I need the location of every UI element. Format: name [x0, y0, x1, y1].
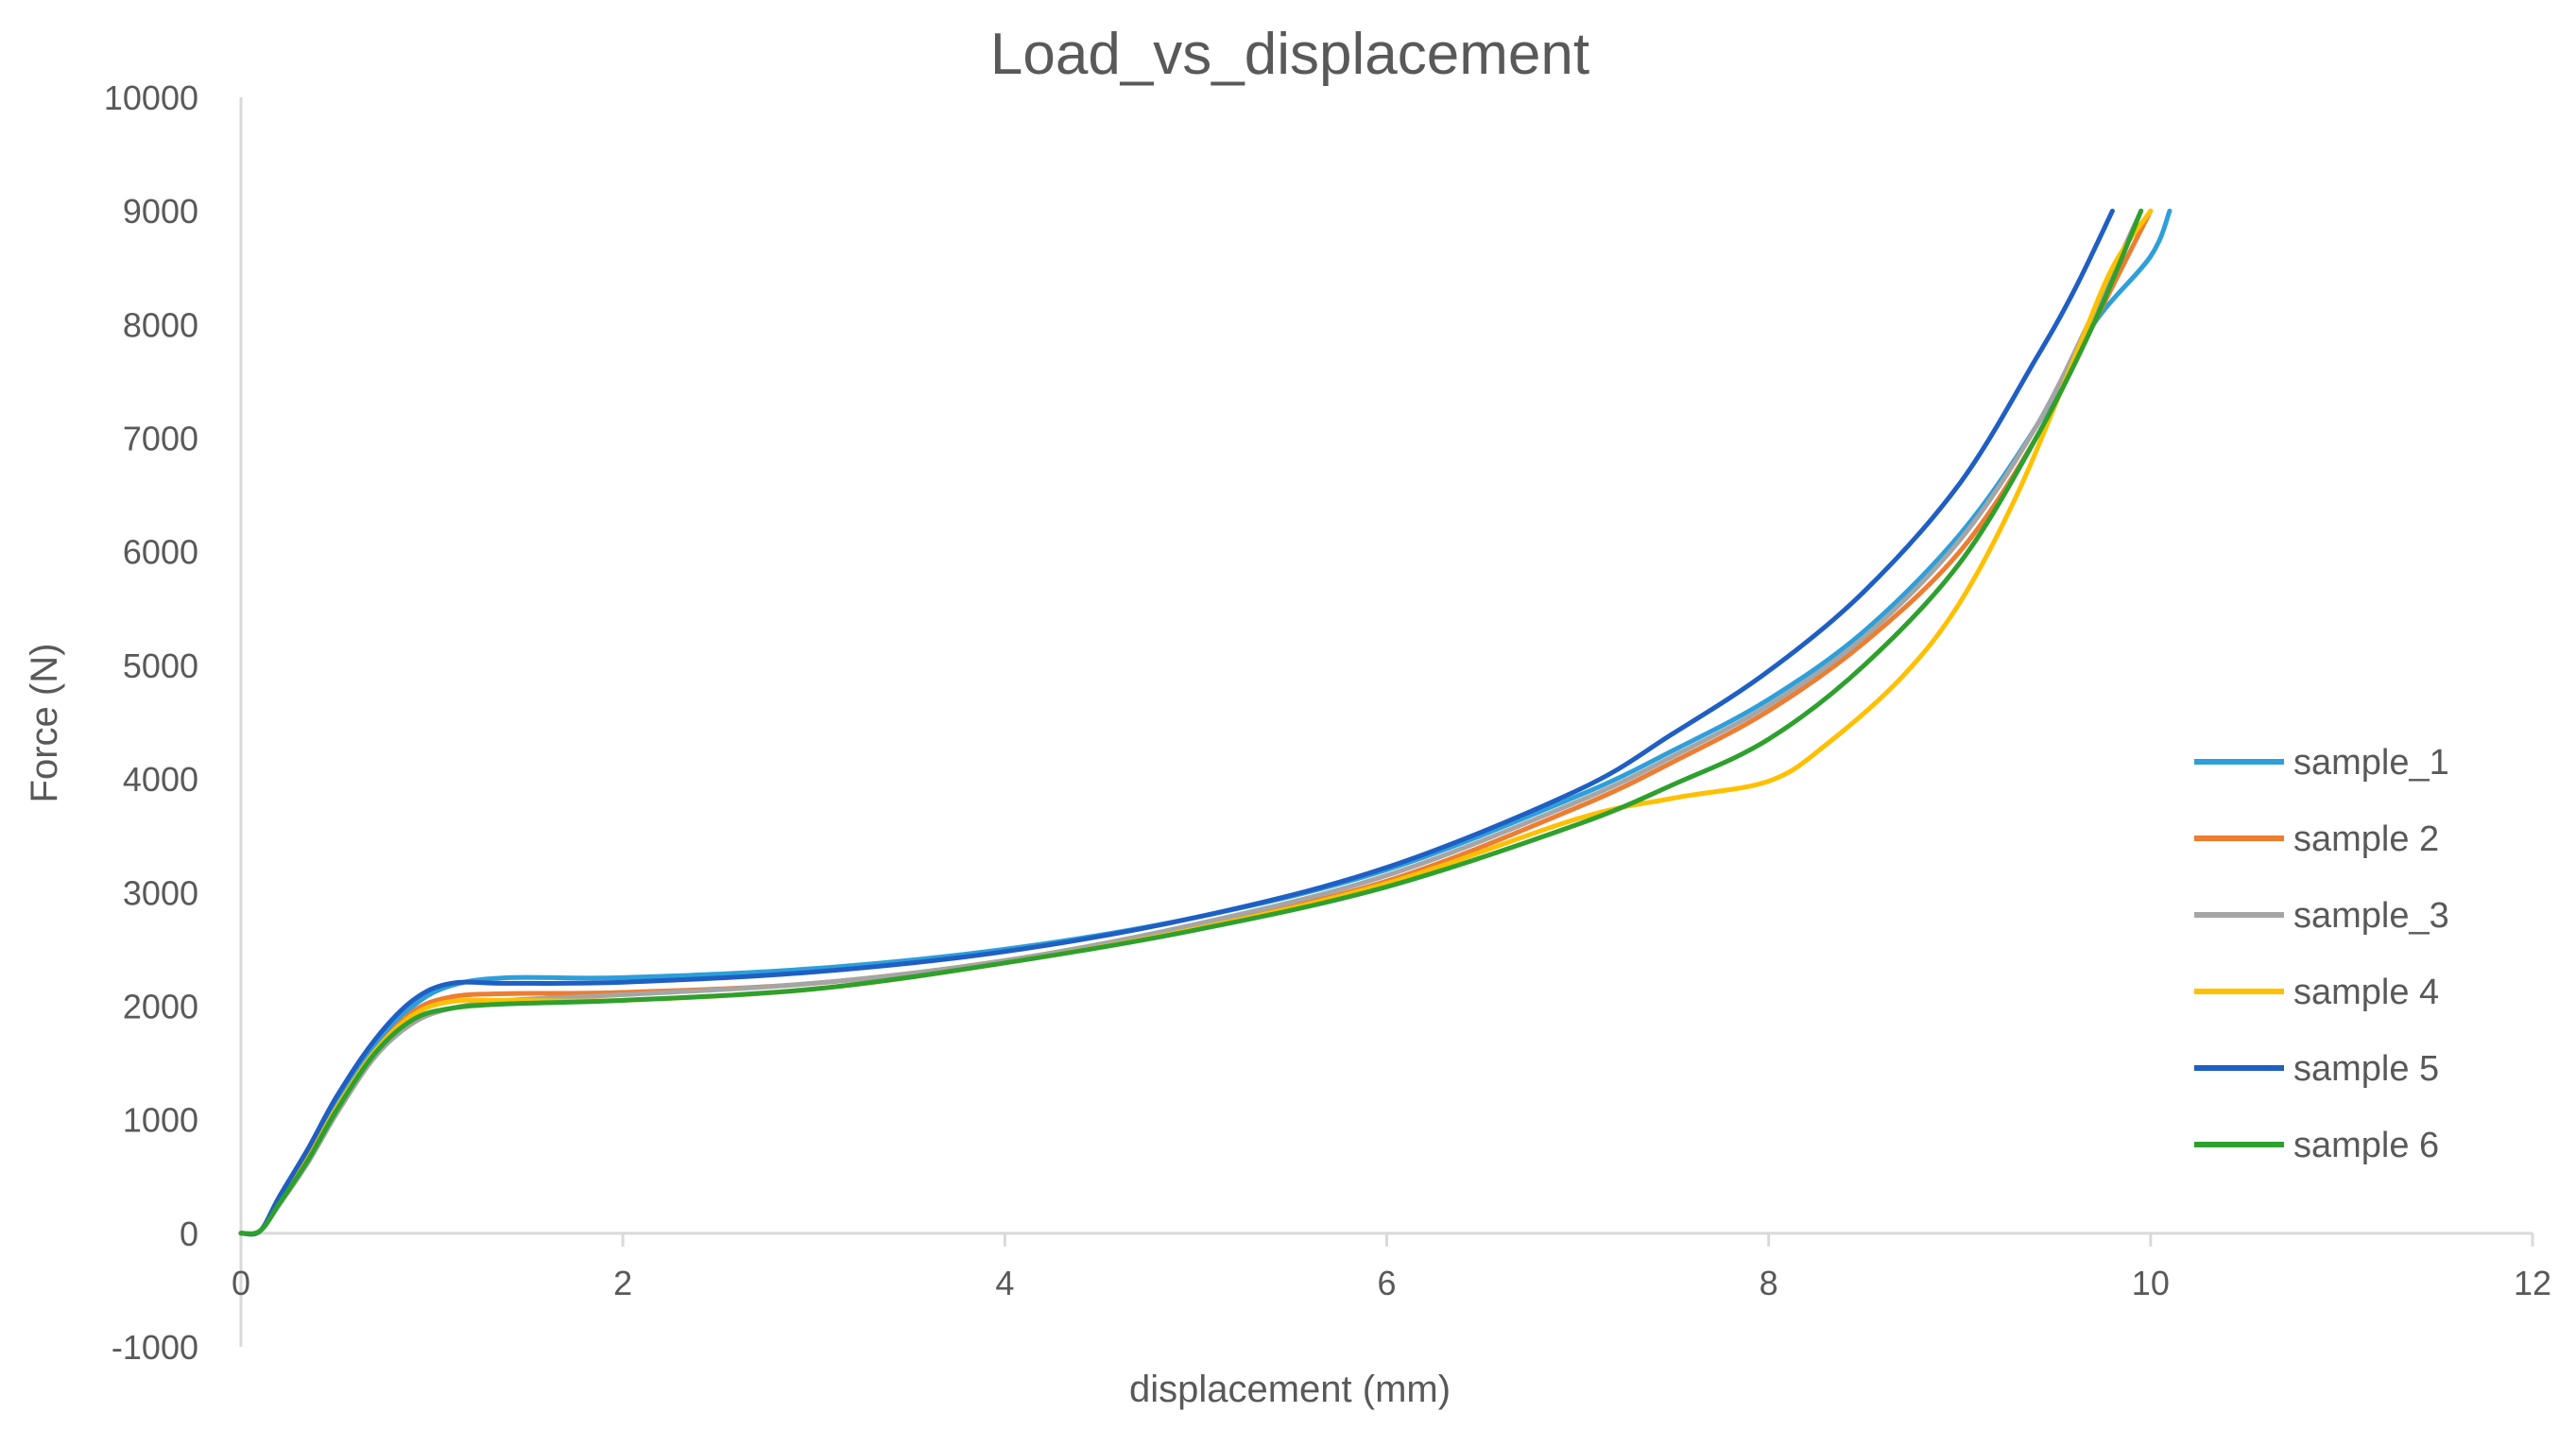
- y-tick-label: 1000: [123, 1101, 198, 1140]
- legend-label-sample-2: sample 2: [2293, 819, 2439, 859]
- y-tick-label: 8000: [123, 305, 198, 344]
- y-tick-label: 9000: [123, 192, 198, 231]
- x-tick-label: 6: [1377, 1264, 1396, 1302]
- legend-label-sample-3: sample_3: [2293, 896, 2449, 936]
- y-axis-title: Force (N): [24, 644, 65, 803]
- chart-title: Load_vs_displacement: [990, 22, 1589, 87]
- series-line-sample-4: [238, 208, 2154, 1236]
- series-line-sample-1: [238, 208, 2172, 1237]
- y-tick-label: 7000: [123, 420, 198, 458]
- legend-label-sample-6: sample 6: [2293, 1126, 2439, 1165]
- x-tick-label: 2: [613, 1264, 632, 1302]
- series-line-sample-5: [238, 208, 2115, 1237]
- legend-label-sample-5: sample 5: [2293, 1049, 2439, 1089]
- series-line-sample-6: [238, 208, 2144, 1236]
- x-tick-label: 0: [232, 1264, 250, 1302]
- legend-label-sample-1: sample_1: [2293, 743, 2449, 783]
- y-tick-label: 10000: [104, 78, 198, 117]
- x-tick-label: 12: [2514, 1264, 2551, 1302]
- legend-label-sample-4: sample 4: [2293, 973, 2439, 1012]
- y-tick-label: 0: [180, 1215, 198, 1253]
- x-tick-label: 8: [1760, 1264, 1778, 1302]
- x-tick-label: 10: [2132, 1264, 2170, 1302]
- y-tick-label: -1000: [112, 1328, 198, 1367]
- x-tick-label: 4: [995, 1264, 1014, 1302]
- series-line-sample-2: [238, 208, 2154, 1237]
- y-tick-label: 4000: [123, 760, 198, 799]
- y-tick-label: 6000: [123, 533, 198, 572]
- axes: -1000 0 1000 2000 3000 4000 5000 6000 7000 8000 90…: [104, 78, 2551, 1367]
- x-axis-title: displacement (mm): [1129, 1369, 1451, 1410]
- y-tick-label: 2000: [123, 987, 198, 1025]
- plot-series: [238, 208, 2172, 1237]
- y-tick-label: 5000: [123, 646, 198, 685]
- y-tick-label: 3000: [123, 873, 198, 912]
